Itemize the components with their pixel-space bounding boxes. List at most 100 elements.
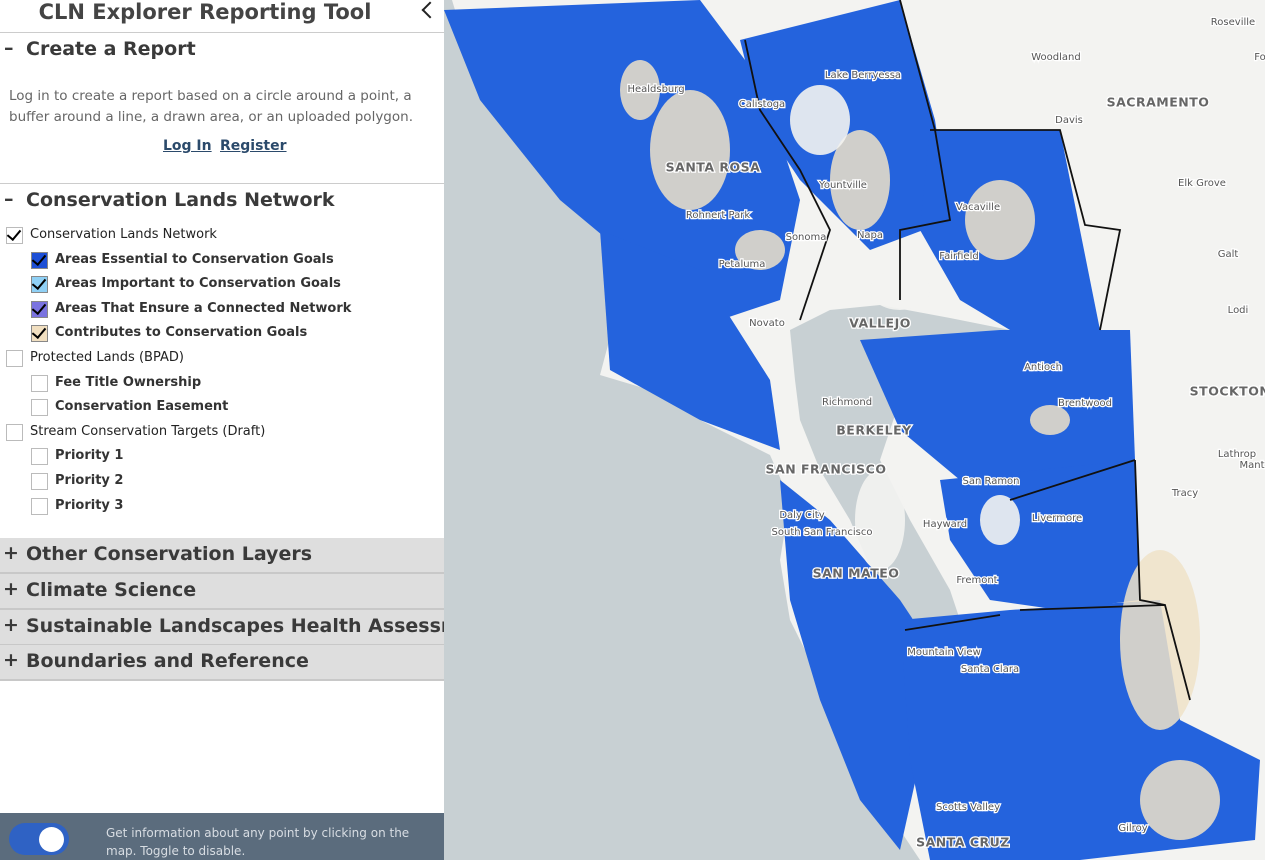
checkbox[interactable] (31, 252, 48, 269)
section-heading[interactable]: Climate Science (26, 579, 196, 601)
layer-label[interactable]: Fee Title Ownership (55, 375, 201, 390)
urban-area (980, 495, 1020, 545)
place-label: Galt (1218, 249, 1239, 260)
place-label: Hayward (923, 519, 967, 530)
place-label: Fremont (956, 575, 997, 586)
section-heading[interactable]: Sustainable Landscapes Health Assessment (26, 615, 496, 637)
section-heading[interactable]: Boundaries and Reference (26, 650, 309, 672)
place-label: Elk Grove (1178, 178, 1226, 189)
place-label: Davis (1055, 115, 1083, 126)
check-mark (32, 251, 46, 266)
place-label: Lathrop (1218, 449, 1256, 460)
place-label: SAN FRANCISCO (766, 462, 887, 477)
collapse-button[interactable] (422, 2, 439, 19)
divider (0, 32, 444, 33)
place-label: Daly City (779, 510, 824, 521)
side-panel: CLN Explorer Reporting Tool–Create a Rep… (0, 0, 444, 860)
checkbox[interactable] (6, 227, 23, 244)
link[interactable]: Log In (163, 138, 212, 154)
minus-icon[interactable]: – (4, 37, 14, 59)
contributes-area (1030, 405, 1070, 435)
contributes-area (1140, 760, 1220, 840)
place-label: Calistoga (739, 99, 785, 110)
minus-icon[interactable]: – (4, 188, 14, 210)
urban-area (790, 85, 850, 155)
place-label: Antioch (1024, 362, 1062, 373)
layer-label[interactable]: Areas That Ensure a Connected Network (55, 301, 351, 316)
plus-icon: + (3, 578, 19, 600)
place-label: Woodland (1031, 52, 1080, 63)
place-label: BERKELEY (836, 423, 912, 438)
plus-icon: + (3, 542, 19, 564)
place-label: Napa (857, 230, 883, 241)
check-mark (7, 226, 21, 241)
contributes-area (1120, 550, 1200, 730)
layer-label[interactable]: Conservation Easement (55, 399, 228, 414)
place-label: Sonoma (786, 232, 827, 243)
place-label: Yountville (818, 180, 867, 191)
place-label: Richmond (822, 397, 872, 408)
layer-label[interactable]: Priority 1 (55, 448, 123, 463)
checkbox[interactable] (31, 276, 48, 293)
place-label: Tracy (1171, 488, 1198, 499)
check-mark (32, 275, 46, 290)
place-label: Vacaville (956, 202, 1000, 213)
layer-label[interactable]: Contributes to Conservation Goals (55, 325, 307, 340)
place-label: Mant (1239, 460, 1264, 471)
checkbox[interactable] (6, 424, 23, 441)
place-label: Lodi (1228, 305, 1249, 316)
toggle-knob (39, 827, 64, 852)
place-label: SANTA ROSA (666, 160, 761, 175)
checkbox[interactable] (31, 473, 48, 490)
description: Log in to create a report based on a cir… (9, 86, 419, 128)
layer-label[interactable]: Priority 2 (55, 473, 123, 488)
checkbox[interactable] (31, 325, 48, 342)
checkbox[interactable] (31, 448, 48, 465)
section-heading: Conservation Lands Network (26, 189, 335, 211)
place-label: Mountain View (907, 647, 981, 658)
place-label: VALLEJO (849, 316, 911, 331)
place-label: Santa Clara (961, 664, 1019, 675)
plus-icon: + (3, 649, 19, 671)
place-label: Fairfield (939, 251, 978, 262)
place-label: STOCKTON (1190, 384, 1265, 399)
place-label: Novato (749, 318, 785, 329)
checkbox[interactable] (6, 350, 23, 367)
contributes-area (650, 90, 730, 210)
place-label: Petaluma (719, 259, 766, 270)
check-mark (32, 324, 46, 339)
place-label: SACRAMENTO (1107, 95, 1210, 110)
layer-label[interactable]: Stream Conservation Targets (Draft) (30, 424, 265, 439)
layer-label[interactable]: Areas Essential to Conservation Goals (55, 252, 334, 267)
layer-label[interactable]: Protected Lands (BPAD) (30, 350, 184, 365)
checkbox[interactable] (31, 301, 48, 318)
place-label: SAN MATEO (813, 566, 900, 581)
place-label: Healdsburg (627, 84, 684, 95)
checkbox[interactable] (31, 498, 48, 515)
place-label: Gilroy (1118, 823, 1147, 834)
place-label: Roseville (1211, 17, 1255, 28)
map[interactable]: Roseville Woodland Fo SACRAMENTO Healdsburg C… (444, 0, 1265, 860)
urban-area (855, 470, 905, 570)
section-heading: Create a Report (26, 38, 196, 60)
place-label: Fo (1254, 52, 1265, 63)
place-label: Livermore (1032, 513, 1082, 524)
check-mark (32, 300, 46, 315)
link[interactable]: Register (220, 138, 287, 154)
place-label: Lake Berryessa (825, 70, 901, 81)
contributes-area (965, 180, 1035, 260)
place-label: Rohnert Park (686, 210, 750, 221)
layer-label[interactable]: Priority 3 (55, 498, 123, 513)
place-label: South San Francisco (772, 527, 873, 538)
checkbox[interactable] (31, 399, 48, 416)
footer-text: Get information about any point by click… (106, 824, 436, 860)
section-heading[interactable]: Other Conservation Layers (26, 543, 312, 565)
title: CLN Explorer Reporting Tool (0, 0, 410, 24)
checkbox[interactable] (31, 375, 48, 392)
plus-icon: + (3, 614, 19, 636)
layer-label[interactable]: Conservation Lands Network (30, 227, 217, 242)
layer-label[interactable]: Areas Important to Conservation Goals (55, 276, 341, 291)
divider (0, 183, 444, 184)
place-label: SANTA CRUZ (916, 835, 1010, 850)
